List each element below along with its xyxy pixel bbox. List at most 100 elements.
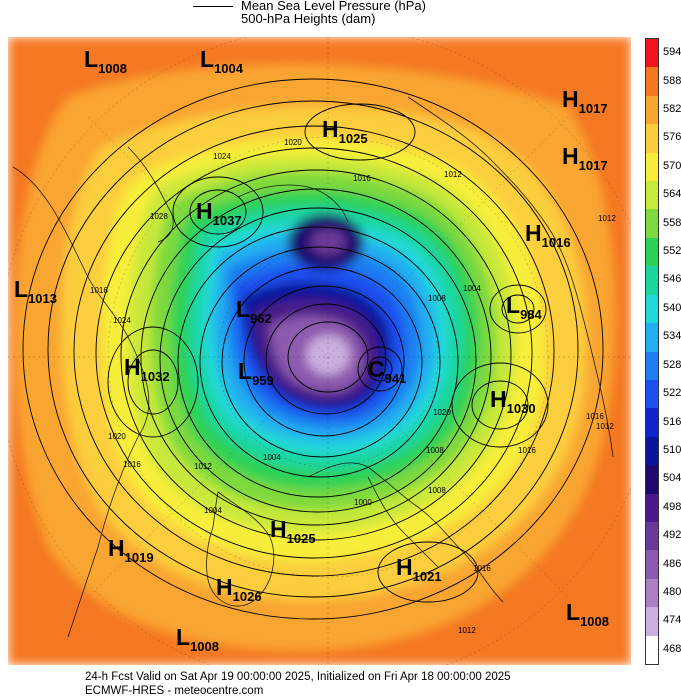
colorbar-level-label: 528	[663, 358, 681, 371]
colorbar-level-label: 540	[663, 301, 681, 314]
isobar-label: 1008	[426, 446, 444, 455]
pressure-center-high: H1032	[124, 354, 170, 384]
isobar-ring	[243, 285, 405, 437]
coastline-europe	[307, 462, 504, 603]
colorbar-cell	[646, 323, 658, 352]
isobar-label: 1004	[463, 284, 481, 293]
coastline-arctic-islands	[237, 184, 349, 223]
isobar-high-ring	[304, 103, 416, 161]
isobar-label: 1012	[444, 170, 462, 179]
isobar-label: 1020	[284, 138, 302, 147]
isobar-ring	[177, 226, 459, 498]
colorbar-cell	[646, 635, 658, 665]
colorbar-cell	[646, 152, 658, 182]
pressure-center-low: L984	[506, 292, 542, 322]
colorbar-level-label: 522	[663, 387, 681, 400]
pressure-center-high: H1016	[525, 220, 571, 250]
pressure-center-high: H1025	[270, 516, 316, 546]
isobar-label: 1028	[150, 212, 168, 221]
isobar-low-ring	[367, 356, 393, 382]
isobars	[22, 78, 604, 620]
height-legend-label: 500-hPa Heights (dam)	[241, 11, 376, 26]
height-colorbar	[645, 38, 659, 665]
colorbar-cell	[646, 266, 658, 296]
colorbar-level-label: 564	[663, 188, 681, 201]
isobar-high-ring	[451, 362, 549, 448]
colorbar-level-label: 576	[663, 131, 681, 144]
map-legend-header: Mean Sea Level Pressure (hPa) 500-hPa He…	[0, 0, 681, 36]
pressure-center-low: L962	[236, 296, 272, 326]
isobar-legend-line	[193, 6, 233, 7]
isobar-high-ring	[377, 541, 479, 603]
colorbar-cell	[646, 521, 658, 551]
mslp-legend-label: Mean Sea Level Pressure (hPa)	[241, 0, 426, 13]
colorbar-level-label: 594	[663, 46, 681, 59]
height-core-474	[306, 335, 350, 375]
isobar-low-ring	[357, 346, 403, 392]
isobar-label: 1016	[353, 174, 371, 183]
colorbar-cell	[646, 237, 658, 267]
isobar-label: 1016	[518, 446, 536, 455]
isobar-label: 1016	[473, 564, 491, 573]
isobar-ring	[199, 246, 441, 478]
colorbar-cell	[646, 124, 658, 154]
colorbar-cell	[646, 436, 658, 466]
pressure-center-high: H1030	[490, 386, 536, 416]
isobar-label: 1004	[204, 506, 222, 515]
pressure-center-low: L1008	[566, 599, 609, 629]
colorbar-level-label: 492	[663, 529, 681, 542]
isobar-ring	[287, 321, 369, 393]
colorbar-cell	[646, 294, 658, 324]
isobar-ring	[159, 207, 477, 513]
colorbar-level-label: 588	[663, 74, 681, 87]
colorbar-cell	[646, 493, 658, 523]
colorbar-cell	[646, 209, 658, 239]
coastline-hudson-bay	[127, 146, 174, 243]
isobar-label: 1016	[586, 412, 604, 421]
isobar-label: 1012	[596, 422, 614, 431]
isobar-label: 1024	[213, 152, 231, 161]
isobar-ring	[140, 188, 492, 526]
isobar-label: 1016	[90, 286, 108, 295]
model-source: ECMWF-HRES - meteocentre.com	[85, 685, 264, 697]
colorbar-level-label: 468	[663, 642, 681, 655]
colorbar-level-label: 510	[663, 443, 681, 456]
pressure-center-low: L959	[238, 358, 274, 388]
colorbar-cell	[646, 95, 658, 125]
isobar-label: 1012	[598, 214, 616, 223]
pressure-center-high: H1019	[108, 535, 154, 565]
isobar-high-ring	[189, 189, 247, 235]
coastline-asia	[407, 96, 614, 458]
isobar-label: 1016	[123, 460, 141, 469]
isobar-high-ring	[172, 176, 264, 248]
pressure-center-low: L1008	[176, 624, 219, 654]
isobar-ring	[73, 125, 555, 577]
isobar-label: 1024	[113, 316, 131, 325]
coastline-north-america	[12, 166, 150, 638]
colorbar-cell	[646, 181, 658, 210]
coastlines	[12, 96, 614, 638]
pressure-center-cyclone: C941	[368, 356, 407, 386]
isobar-ring	[221, 266, 423, 458]
pressure-center-high: H1021	[396, 554, 442, 584]
colorbar-level-label: 534	[663, 330, 681, 343]
isobar-low-ring	[489, 284, 547, 334]
isobar-label: 1012	[458, 626, 476, 635]
lat-lon-grid	[8, 37, 631, 665]
pressure-center-low: L1013	[14, 276, 57, 306]
colorbar-level-label: 552	[663, 245, 681, 258]
colorbar-level-label: 516	[663, 415, 681, 428]
coastline-scandinavia	[367, 476, 439, 568]
colorbar-cell	[646, 39, 658, 68]
isobar-high-ring	[471, 380, 529, 430]
isobar-label: 1000	[354, 498, 372, 507]
colorbar-cell	[646, 379, 658, 409]
colorbar-level-label: 558	[663, 216, 681, 229]
colorbar-level-label: 498	[663, 500, 681, 513]
weather-map[interactable]: 1024 1020 1016 1012 1028 1016 1024 1012 …	[8, 37, 631, 665]
isobar-label: 1020	[108, 432, 126, 441]
isobar-label: 1008	[428, 486, 446, 495]
colorbar-level-label: 570	[663, 159, 681, 172]
height-field	[8, 37, 631, 665]
pressure-center-high: H1025	[322, 116, 368, 146]
